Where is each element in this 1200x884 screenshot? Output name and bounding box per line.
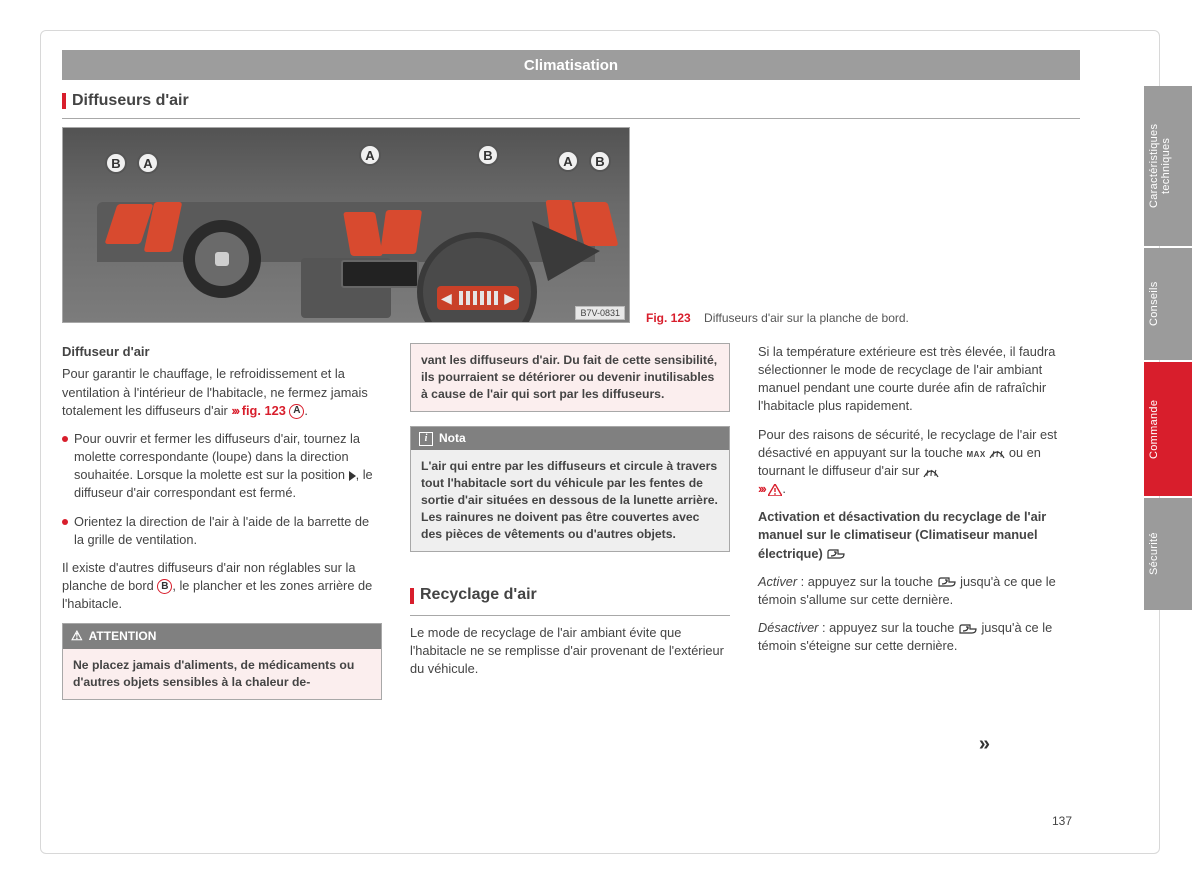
max-label: MAX — [966, 450, 985, 459]
action-label: Activer — [758, 574, 797, 589]
action-label: Désactiver — [758, 620, 818, 635]
attention-header: ⚠ ATTENTION — [63, 624, 381, 648]
heading-marker — [62, 93, 66, 109]
figure-callout: A — [137, 152, 159, 174]
crossref-arrows: ››› — [231, 403, 238, 418]
section-title-text: Diffuseurs d'air — [72, 92, 189, 110]
paragraph: Pour des raisons de sécurité, le recycla… — [758, 426, 1078, 499]
bullet-item: Pour ouvrir et fermer les diffuseurs d'a… — [62, 430, 382, 503]
section-2-title: Recyclage d'air — [420, 584, 537, 607]
section-2: Recyclage d'air Le mode de recyclage de … — [410, 566, 730, 678]
paragraph: Si la température extérieure est très él… — [758, 343, 1078, 416]
continuation-marker: » — [979, 733, 990, 756]
attention-box-cont: vant les diffuseurs d'air. Du fait de ce… — [410, 343, 730, 412]
page-number: 137 — [1052, 814, 1072, 828]
attention-label: ATTENTION — [89, 628, 157, 645]
side-tab[interactable]: Conseils — [1144, 248, 1192, 360]
vent-thumbwheel: ◀ ▶ — [437, 286, 519, 310]
crossref-fig: fig. 123 — [242, 403, 286, 418]
paragraph: Pour garantir le chauffage, le refroidis… — [62, 365, 382, 419]
side-tab[interactable]: Commande — [1144, 362, 1192, 496]
heading-marker — [410, 588, 414, 604]
bullet-item: Orientez la direction de l'air à l'aide … — [62, 513, 382, 549]
paragraph: Activer : appuyez sur la touche jusqu'à … — [758, 573, 1078, 609]
recirculation-icon — [937, 576, 957, 588]
nota-label: Nota — [439, 430, 466, 447]
figure-caption: Fig. 123 Diffuseurs d'air sur la planche… — [646, 311, 909, 331]
recirculation-icon — [826, 548, 846, 560]
page-content: Climatisation Diffuseurs d'air — [62, 50, 1080, 830]
defrost-icon — [923, 466, 939, 478]
warning-icon: ⚠ — [71, 627, 83, 645]
subheading: Diffuseur d'air — [62, 343, 382, 361]
chapter-header: Climatisation — [62, 50, 1080, 80]
section-heading: Diffuseurs d'air — [62, 92, 1080, 110]
paragraph: Activation et désactivation du recyclage… — [758, 508, 1078, 562]
side-tab[interactable]: Sécurité — [1144, 498, 1192, 610]
subheading: Activation et désactivation du recyclage… — [758, 509, 1046, 560]
column-1: Diffuseur d'air Pour garantir le chauffa… — [62, 343, 382, 700]
paragraph: Désactiver : appuyez sur la touche jusqu… — [758, 619, 1078, 655]
infotainment-screen — [341, 260, 419, 288]
figure-caption-text: Diffuseurs d'air sur la planche de bord. — [704, 311, 909, 325]
attention-body-cont: vant les diffuseurs d'air. Du fait de ce… — [411, 344, 729, 411]
vent-highlight — [380, 210, 422, 254]
side-tab[interactable]: Caractéristiques techniques — [1144, 86, 1192, 246]
paragraph: Il existe d'autres diffuseurs d'air non … — [62, 559, 382, 613]
figure-callout: B — [589, 150, 611, 172]
closed-position-icon — [349, 471, 356, 481]
info-icon: i — [419, 432, 433, 446]
figure-callout: B — [477, 144, 499, 166]
figure-callout: A — [359, 144, 381, 166]
crossref-arrows: ››› — [758, 481, 765, 496]
paragraph: Le mode de recyclage de l'air ambiant év… — [410, 624, 730, 678]
divider — [410, 615, 730, 616]
column-2: vant les diffuseurs d'air. Du fait de ce… — [410, 343, 730, 700]
chapter-title: Climatisation — [524, 57, 618, 74]
divider — [62, 118, 1080, 119]
steering-wheel — [183, 220, 261, 298]
figure-callout: B — [105, 152, 127, 174]
side-tabs: Caractéristiques techniquesConseilsComma… — [1144, 86, 1192, 612]
nota-header: i Nota — [411, 427, 729, 450]
recirculation-icon — [958, 623, 978, 635]
figure-dashboard: ◀ ▶ BAABAB B7V-0831 — [62, 127, 630, 323]
figure-code: B7V-0831 — [575, 306, 625, 320]
nota-box: i Nota L'air qui entre par les diffuseur… — [410, 426, 730, 552]
attention-box: ⚠ ATTENTION Ne placez jamais d'aliments,… — [62, 623, 382, 699]
warning-triangle-icon — [768, 484, 782, 496]
crossref-callout-a: A — [289, 404, 304, 419]
nota-body: L'air qui entre par les diffuseurs et ci… — [411, 450, 729, 551]
crossref-callout-b: B — [157, 579, 172, 594]
defrost-icon — [989, 447, 1005, 459]
column-3: Si la température extérieure est très él… — [758, 343, 1078, 700]
figure-callout: A — [557, 150, 579, 172]
attention-body: Ne placez jamais d'aliments, de médicame… — [63, 649, 381, 699]
figure-ref-label: Fig. 123 — [646, 311, 691, 325]
